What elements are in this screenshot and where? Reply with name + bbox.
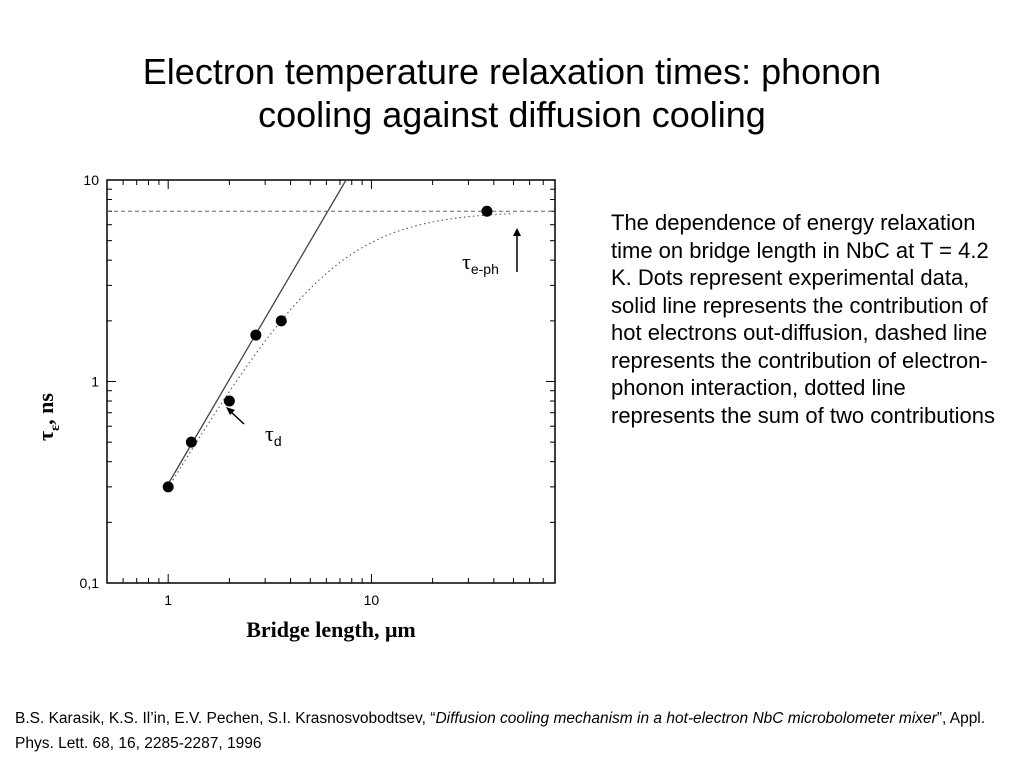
data-point	[185, 436, 197, 448]
annotation-tau-d-arrowhead	[226, 407, 235, 415]
annotation-tau-eph: τe-ph	[462, 228, 521, 277]
relaxation-time-chart: 1 10 0,1 1 10 τε, ns Bridge length, μm τe-ph…	[20, 165, 585, 655]
sum-dotted-line	[167, 212, 514, 489]
plot-frame	[106, 179, 556, 584]
citation: B.S. Karasik, K.S. Il’in, E.V. Pechen, S…	[15, 706, 1005, 756]
y-axis-label: τε, ns	[33, 393, 63, 441]
y-axis-label-unit: , ns	[33, 393, 58, 425]
slide-title: Electron temperature relaxation times: p…	[60, 50, 964, 136]
y-axis-label-subscript: ε	[48, 425, 63, 431]
citation-journal: ”, Appl. Phys. Lett. 68, 16, 2285-2287, …	[15, 710, 986, 752]
slide-title-line-2: cooling against diffusion cooling	[258, 94, 766, 135]
axis-ticks: 1 10 0,1 1 10	[80, 172, 556, 608]
svg-text:τd: τd	[265, 421, 282, 449]
y-axis-label-symbol: τ	[33, 431, 58, 441]
citation-authors: B.S. Karasik, K.S. Il’in, E.V. Pechen, S…	[15, 710, 436, 727]
figure-caption: The dependence of energy relaxation time…	[611, 210, 995, 428]
slide-title-line-1: Electron temperature relaxation times: p…	[142, 51, 882, 92]
x-tick-label: 1	[164, 592, 172, 608]
y-tick-label: 0,1	[80, 575, 100, 591]
y-tick-label: 10	[83, 172, 99, 188]
annotation-tau-d-subscript: d	[274, 433, 282, 449]
annotation-tau-eph-arrowhead	[513, 228, 521, 236]
annotation-tau-eph-subscript: e-ph	[471, 261, 499, 277]
x-axis-label: Bridge length, μm	[246, 617, 416, 642]
data-point	[223, 395, 235, 407]
annotation-tau-d: τd	[226, 407, 282, 449]
data-point	[250, 329, 262, 341]
data-point	[275, 315, 287, 327]
y-tick-label: 1	[91, 374, 99, 390]
citation-paper-title: Diffusion cooling mechanism in a hot-ele…	[435, 710, 937, 727]
annotation-tau-d-arrow	[229, 410, 245, 425]
series-lines	[107, 180, 555, 489]
data-point	[481, 205, 493, 217]
data-points	[162, 205, 493, 493]
data-point	[162, 481, 174, 493]
annotation-tau-eph-symbol: τ	[462, 249, 471, 274]
annotation-tau-d-symbol: τ	[265, 421, 274, 446]
x-tick-label: 10	[364, 592, 380, 608]
svg-text:τe-ph: τe-ph	[462, 249, 499, 277]
